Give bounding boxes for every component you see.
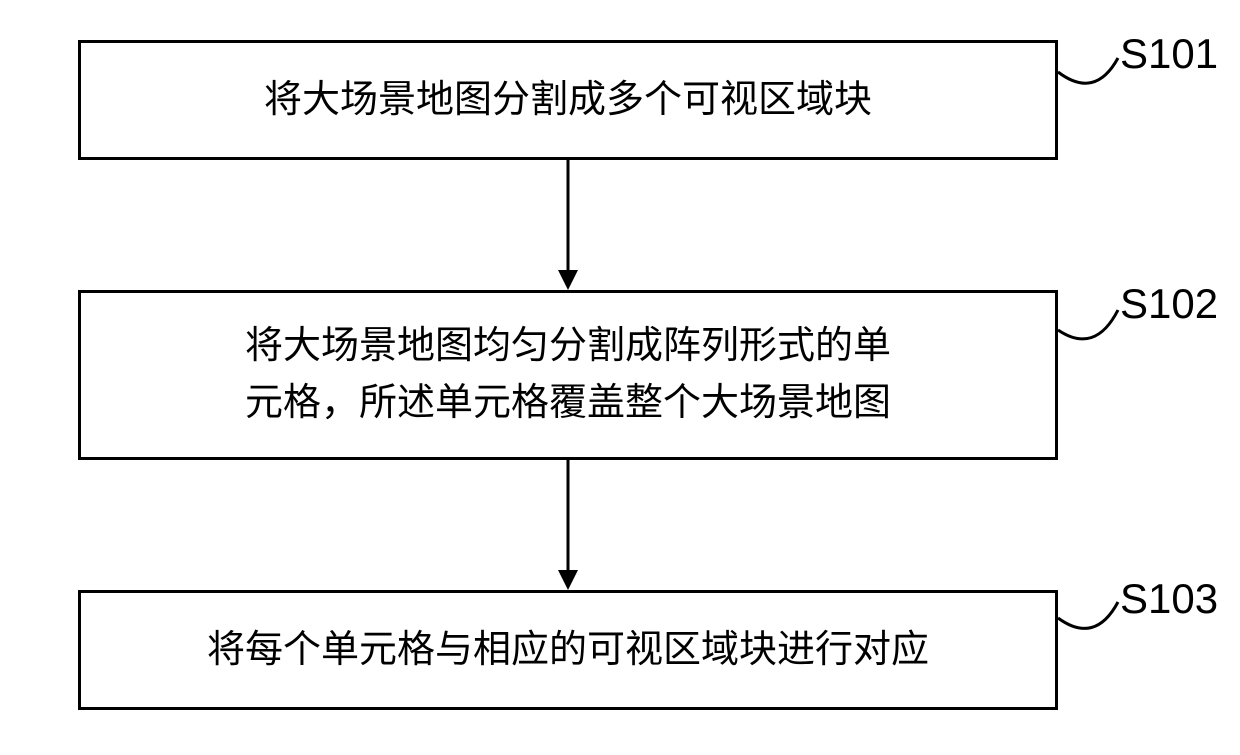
flowchart-canvas: 将大场景地图分割成多个可视区域块 S101 将大场景地图均匀分割成阵列形式的单 … (0, 0, 1240, 755)
leader-s103 (0, 0, 1240, 755)
